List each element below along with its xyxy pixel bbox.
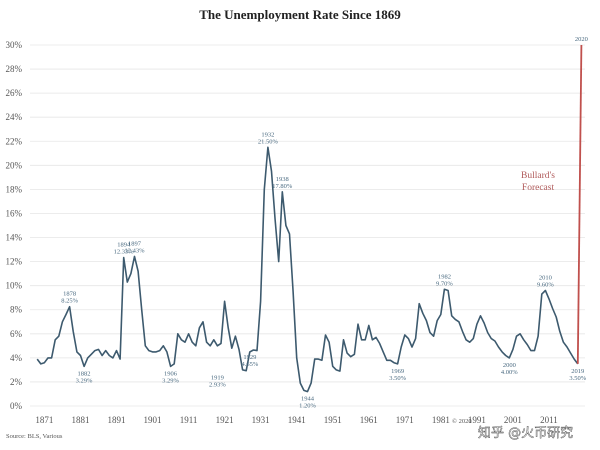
y-tick-label: 22% [6,136,23,146]
annotation-year: 1906 [164,370,178,377]
x-tick-label: 1881 [71,415,89,425]
annotation-year: 1944 [301,396,315,403]
x-tick-label: 2011 [540,415,558,425]
y-tick-label: 0% [10,401,23,411]
annotation-year: 1894 [117,242,131,249]
x-tick-label: 1941 [288,415,306,425]
x-axis-tick-labels: 1871 1881 1891 1901 1911 1921 1931 1941 1951 1961… [35,415,557,425]
annotation-year: 1969 [391,368,404,375]
annotation-value: 9.60% [537,281,554,288]
annotation-year: 2020 [575,36,588,43]
y-tick-label: 10% [6,281,23,291]
annotation-year: 1882 [78,370,91,377]
annotation-year: 2010 [539,274,552,281]
annotation-year: 1929 [243,354,256,361]
series-lines [36,44,583,393]
y-tick-label: 8% [10,305,23,315]
annotation-value: 1.20% [299,403,316,410]
annotation-value: 3.50% [389,375,406,382]
x-tick-label: 1891 [107,415,125,425]
annotation-year: 2019 [571,368,584,375]
annotation-value: 3.50% [569,375,586,382]
x-tick-label: 1901 [144,415,162,425]
y-tick-label: 4% [10,353,23,363]
x-tick-label: 1871 [35,415,53,425]
forecast-label: Bullard's Forecast [521,171,555,193]
x-tick-label: 1911 [180,415,198,425]
annotation-year: 1878 [63,291,76,298]
annotation-year: 2000 [503,362,516,369]
annotation-value: 17.80% [272,183,293,190]
y-tick-label: 12% [6,257,23,267]
x-tick-label: 1991 [468,415,486,425]
y-tick-label: 18% [6,184,23,194]
y-tick-label: 20% [6,160,23,170]
chart-title: The Unemployment Rate Since 1869 [199,7,401,22]
watermark: 知乎 @火币研究 [478,425,573,441]
x-tick-label: 1971 [396,415,414,425]
annotation-year: 1919 [211,375,224,382]
annotation-year: 1938 [276,176,289,183]
annotation-value: 21.50% [258,138,279,145]
y-tick-label: 30% [6,40,23,50]
annotation-value: 8.25% [61,298,78,305]
x-tick-label: 1931 [252,415,270,425]
copyright-note: © 2020 [452,418,472,425]
y-tick-label: 24% [6,112,23,122]
y-tick-label: 6% [10,329,23,339]
forecast-label-line1: Bullard's [521,171,555,181]
y-tick-label: 26% [6,88,23,98]
x-tick-label: 2001 [504,415,522,425]
annotation-year: 1932 [261,131,274,138]
y-axis-tick-labels: 0% 2% 4% 6% 8% 10% 12% 14% 16% 18% 20% 22% 24% 26% 28%… [6,40,23,411]
annotation-value: 12.43% [124,247,145,254]
annotation-year: 1982 [438,273,451,280]
annotation-year: 1897 [128,240,142,247]
forecast-line [576,44,583,364]
annotation-value: 3.29% [76,377,93,384]
y-tick-label: 2% [10,377,23,387]
y-tick-label: 16% [6,208,23,218]
annotation-value: 3.29% [162,377,179,384]
x-tick-label: 1981 [432,415,450,425]
annotation-value: 4.65% [241,361,258,368]
annotation-value: 4.00% [501,369,518,376]
source-note: Source: BLS, Various [6,433,63,440]
unemployment-rate-line [36,146,579,393]
x-tick-label: 1961 [360,415,378,425]
forecast-label-line2: Forecast [522,183,555,193]
annotation-value: 12.33% [114,249,135,256]
annotation-value: 2.93% [209,382,226,389]
data-annotations: 18788.25%18823.29%189412.33%189712.43%19… [61,36,588,410]
y-tick-label: 14% [6,233,23,243]
annotation-value: 9.70% [436,280,453,287]
x-tick-label: 1951 [324,415,342,425]
x-tick-label: 1921 [216,415,234,425]
y-tick-label: 28% [6,64,23,74]
